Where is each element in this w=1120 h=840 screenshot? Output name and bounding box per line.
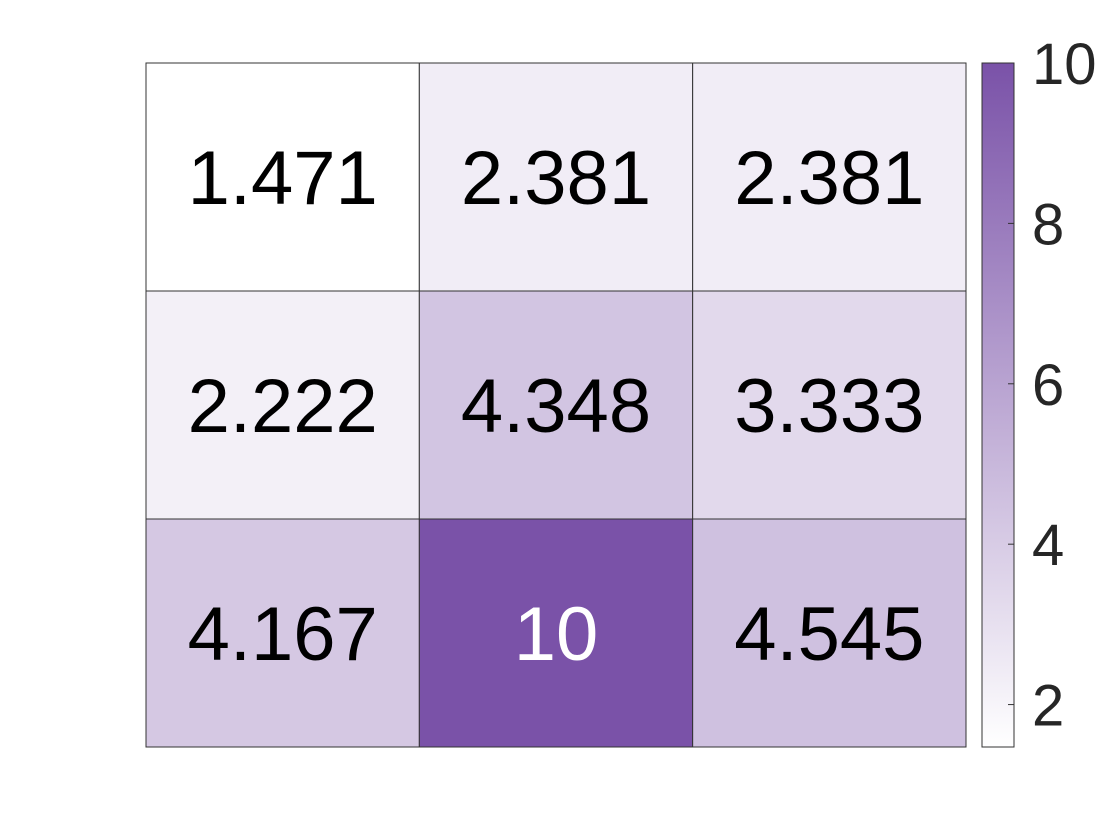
colorbar-tick-label: 6 (1032, 353, 1064, 418)
heatmap-cell (145, 62, 420, 292)
heatmap-cell (418, 62, 694, 292)
heatmap-cell (145, 290, 420, 520)
heatmap-cell-label: 10 (514, 592, 599, 677)
heatmap-cell-label: 4.348 (461, 364, 651, 449)
heatmap-cell-label: 1.471 (188, 136, 378, 221)
heatmap-cell-labels: 1.471 2.381 2.381 2.222 4.348 3.333 4.167 10 4.5… (188, 136, 925, 677)
heatmap-cell (692, 290, 967, 520)
colorbar-ticks: 2 4 6 8 10 (1008, 32, 1097, 739)
heatmap-cell-label: 2.222 (188, 364, 378, 449)
colorbar (981, 62, 1015, 748)
heatmap-cell-label: 3.333 (734, 364, 924, 449)
heatmap-grid (145, 62, 967, 748)
heatmap-cell (145, 518, 420, 748)
heatmap-cell (692, 518, 967, 748)
heatmap-cell (692, 62, 967, 292)
colorbar-tick-label: 2 (1032, 674, 1064, 739)
heatmap-cell-label: 4.167 (188, 592, 378, 677)
colorbar-tick-label: 10 (1032, 32, 1097, 97)
heatmap-cell-label: 2.381 (734, 136, 924, 221)
heatmap-cell-label: 2.381 (461, 136, 651, 221)
colorbar-tick-label: 8 (1032, 192, 1064, 257)
heatmap-cell (418, 290, 694, 520)
colorbar-tick-label: 4 (1032, 513, 1064, 578)
colorbar-gradient (981, 62, 1015, 748)
heatmap-cell (418, 518, 694, 748)
heatmap-cell-label: 4.545 (734, 592, 924, 677)
